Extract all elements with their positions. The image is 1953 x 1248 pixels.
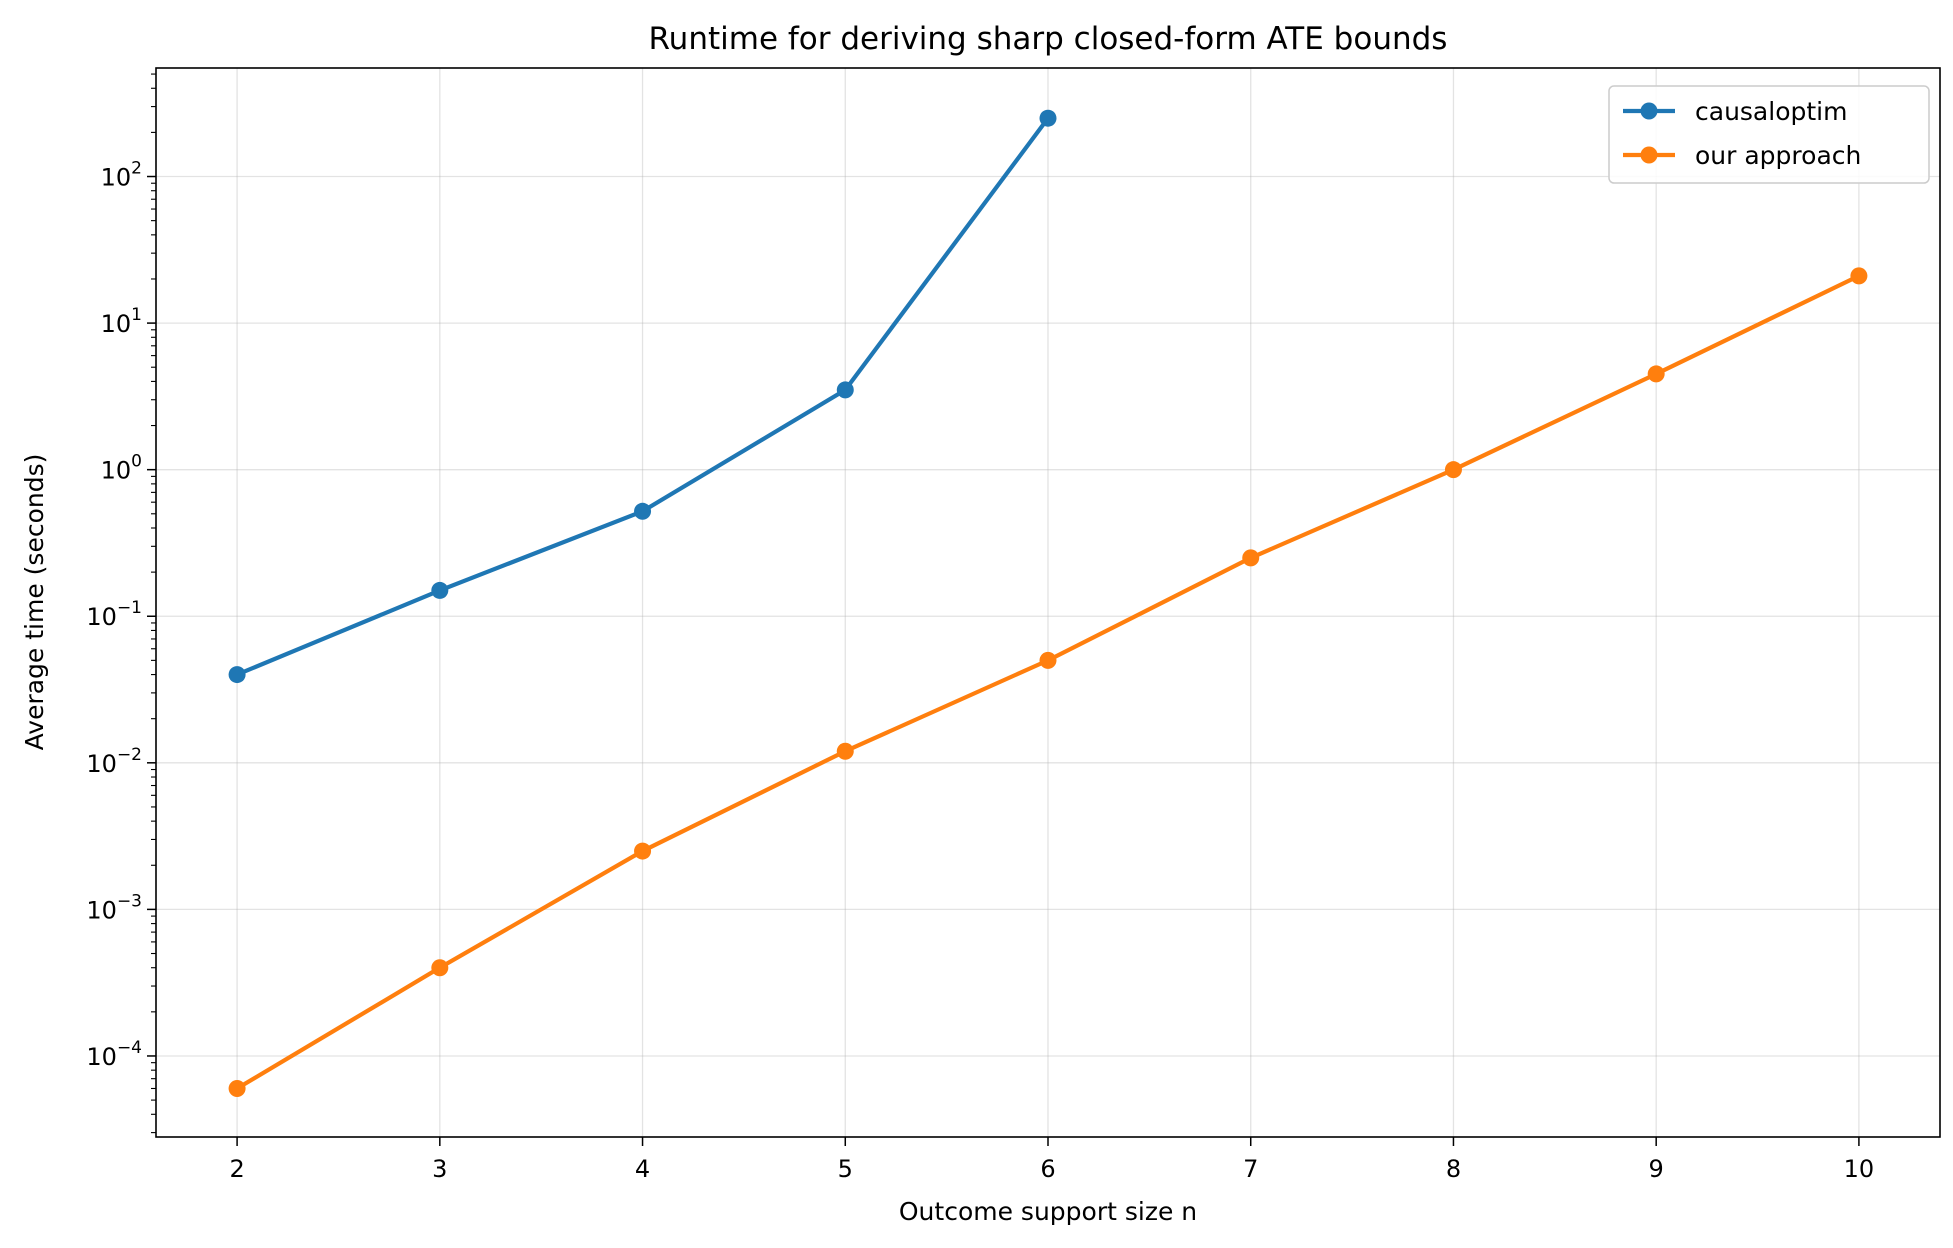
y-axis: 10−4 10−3 10−2 10−1 100 101 102 xyxy=(86,73,156,1134)
legend: causaloptim our approach xyxy=(1608,85,1930,184)
data-point xyxy=(1242,549,1260,567)
data-point xyxy=(1039,109,1057,127)
legend-entry: our approach xyxy=(1623,141,1861,170)
x-tick-label: 7 xyxy=(1243,1155,1258,1183)
x-tick-label: 6 xyxy=(1040,1155,1055,1183)
data-point xyxy=(1647,365,1665,383)
data-point xyxy=(228,666,246,684)
legend-box xyxy=(1608,85,1930,184)
x-tick-label: 4 xyxy=(635,1155,650,1183)
data-point xyxy=(1039,651,1057,669)
y-axis-title: Average time (seconds) xyxy=(20,454,49,751)
series-layer xyxy=(228,109,1868,1097)
x-tick-label: 9 xyxy=(1649,1155,1664,1183)
data-point xyxy=(1444,461,1462,479)
y-tick-label: 102 xyxy=(101,159,142,192)
y-tick-label: 101 xyxy=(101,305,142,338)
data-point xyxy=(1850,267,1868,285)
legend-marker xyxy=(1640,146,1658,164)
x-tick-label: 10 xyxy=(1844,1155,1875,1183)
grid-layer xyxy=(156,68,1940,1137)
series-our-approach xyxy=(228,267,1868,1097)
y-tick-label: 10−4 xyxy=(86,1038,142,1071)
legend-label: causaloptim xyxy=(1695,97,1847,126)
x-axis: 2 3 4 5 6 7 8 9 10 xyxy=(229,1137,1874,1183)
x-tick-label: 2 xyxy=(229,1155,244,1183)
legend-entry: causaloptim xyxy=(1623,97,1847,126)
legend-label: our approach xyxy=(1695,141,1861,170)
chart-title: Runtime for deriving sharp closed-form A… xyxy=(649,21,1448,57)
y-tick-label: 10−3 xyxy=(86,891,142,924)
data-point xyxy=(634,502,652,520)
data-point xyxy=(228,1079,246,1097)
legend-marker xyxy=(1640,102,1658,120)
data-point xyxy=(836,381,854,399)
y-tick-label: 10−1 xyxy=(86,598,142,631)
x-axis-title: Outcome support size n xyxy=(899,1197,1197,1226)
data-point xyxy=(431,581,449,599)
data-point xyxy=(836,742,854,760)
series-causaloptim xyxy=(228,109,1057,684)
x-tick-label: 8 xyxy=(1446,1155,1461,1183)
data-point xyxy=(634,842,652,860)
x-tick-label: 5 xyxy=(838,1155,853,1183)
y-tick-label: 10−2 xyxy=(86,745,142,778)
x-tick-label: 3 xyxy=(432,1155,447,1183)
y-tick-label: 100 xyxy=(101,452,142,485)
data-point xyxy=(431,959,449,977)
